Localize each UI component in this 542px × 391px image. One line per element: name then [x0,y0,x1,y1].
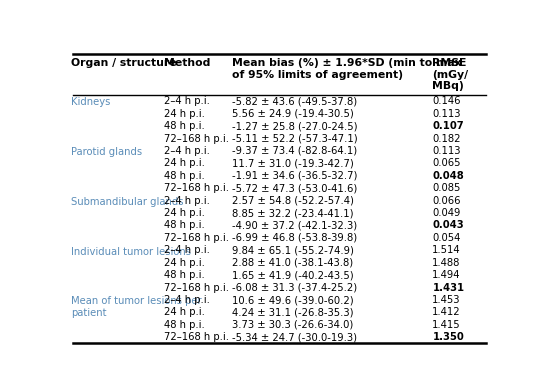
Text: 72–168 h p.i.: 72–168 h p.i. [164,183,229,193]
Text: 1.494: 1.494 [433,270,461,280]
Text: -4.90 ± 37.2 (-42.1-32.3): -4.90 ± 37.2 (-42.1-32.3) [231,221,357,230]
Text: Mean of tumor lesions per
patient: Mean of tumor lesions per patient [71,296,202,318]
Text: 8.85 ± 32.2 (-23.4-41.1): 8.85 ± 32.2 (-23.4-41.1) [231,208,353,218]
Text: 1.453: 1.453 [433,295,461,305]
Text: 1.350: 1.350 [433,332,464,342]
Text: 0.182: 0.182 [433,134,461,143]
Text: -5.72 ± 47.3 (-53.0-41.6): -5.72 ± 47.3 (-53.0-41.6) [231,183,357,193]
Text: 0.107: 0.107 [433,121,464,131]
Text: 2–4 h p.i.: 2–4 h p.i. [164,196,209,206]
Text: Kidneys: Kidneys [71,97,111,108]
Text: 24 h p.i.: 24 h p.i. [164,158,204,169]
Text: 2–4 h p.i.: 2–4 h p.i. [164,245,209,255]
Text: 9.84 ± 65.1 (-55.2-74.9): 9.84 ± 65.1 (-55.2-74.9) [231,245,353,255]
Text: 2–4 h p.i.: 2–4 h p.i. [164,295,209,305]
Text: 24 h p.i.: 24 h p.i. [164,258,204,268]
Text: 4.24 ± 31.1 (-26.8-35.3): 4.24 ± 31.1 (-26.8-35.3) [231,307,353,317]
Text: 24 h p.i.: 24 h p.i. [164,307,204,317]
Text: 0.085: 0.085 [433,183,461,193]
Text: 72–168 h p.i.: 72–168 h p.i. [164,283,229,292]
Text: 1.65 ± 41.9 (-40.2-43.5): 1.65 ± 41.9 (-40.2-43.5) [231,270,353,280]
Text: 1.431: 1.431 [433,283,464,292]
Text: 0.113: 0.113 [433,109,461,119]
Text: 10.6 ± 49.6 (-39.0-60.2): 10.6 ± 49.6 (-39.0-60.2) [231,295,353,305]
Text: 5.56 ± 24.9 (-19.4-30.5): 5.56 ± 24.9 (-19.4-30.5) [231,109,353,119]
Text: 48 h p.i.: 48 h p.i. [164,320,204,330]
Text: 0.146: 0.146 [433,96,461,106]
Text: Parotid glands: Parotid glands [71,147,142,157]
Text: 11.7 ± 31.0 (-19.3-42.7): 11.7 ± 31.0 (-19.3-42.7) [231,158,353,169]
Text: RMSE
(mGy/
MBq): RMSE (mGy/ MBq) [433,58,468,91]
Text: 1.412: 1.412 [433,307,461,317]
Text: Mean bias (%) ± 1.96*SD (min to max
of 95% limits of agreement): Mean bias (%) ± 1.96*SD (min to max of 9… [231,58,461,80]
Text: 0.113: 0.113 [433,146,461,156]
Text: -5.11 ± 52.2 (-57.3-47.1): -5.11 ± 52.2 (-57.3-47.1) [231,134,357,143]
Text: -5.34 ± 24.7 (-30.0-19.3): -5.34 ± 24.7 (-30.0-19.3) [231,332,357,342]
Text: 0.043: 0.043 [433,221,464,230]
Text: -6.99 ± 46.8 (-53.8-39.8): -6.99 ± 46.8 (-53.8-39.8) [231,233,357,243]
Text: 24 h p.i.: 24 h p.i. [164,109,204,119]
Text: -6.08 ± 31.3 (-37.4-25.2): -6.08 ± 31.3 (-37.4-25.2) [231,283,357,292]
Text: -1.91 ± 34.6 (-36.5-32.7): -1.91 ± 34.6 (-36.5-32.7) [231,171,357,181]
Text: Method: Method [164,58,210,68]
Text: 24 h p.i.: 24 h p.i. [164,208,204,218]
Text: 48 h p.i.: 48 h p.i. [164,171,204,181]
Text: 0.054: 0.054 [433,233,461,243]
Text: 0.065: 0.065 [433,158,461,169]
Text: -5.82 ± 43.6 (-49.5-37.8): -5.82 ± 43.6 (-49.5-37.8) [231,96,357,106]
Text: 2.57 ± 54.8 (-52.2-57.4): 2.57 ± 54.8 (-52.2-57.4) [231,196,353,206]
Text: 72–168 h p.i.: 72–168 h p.i. [164,233,229,243]
Text: 2.88 ± 41.0 (-38.1-43.8): 2.88 ± 41.0 (-38.1-43.8) [231,258,353,268]
Text: 72–168 h p.i.: 72–168 h p.i. [164,134,229,143]
Text: Submandibular glands: Submandibular glands [71,197,184,207]
Text: 2–4 h p.i.: 2–4 h p.i. [164,146,209,156]
Text: -9.37 ± 73.4 (-82.8-64.1): -9.37 ± 73.4 (-82.8-64.1) [231,146,357,156]
Text: Organ / structure: Organ / structure [71,58,177,68]
Text: 1.488: 1.488 [433,258,461,268]
Text: 48 h p.i.: 48 h p.i. [164,221,204,230]
Text: 0.066: 0.066 [433,196,461,206]
Text: 0.048: 0.048 [433,171,464,181]
Text: 72–168 h p.i.: 72–168 h p.i. [164,332,229,342]
Text: -1.27 ± 25.8 (-27.0-24.5): -1.27 ± 25.8 (-27.0-24.5) [231,121,357,131]
Text: Individual tumor lesions: Individual tumor lesions [71,247,191,256]
Text: 1.514: 1.514 [433,245,461,255]
Text: 48 h p.i.: 48 h p.i. [164,121,204,131]
Text: 3.73 ± 30.3 (-26.6-34.0): 3.73 ± 30.3 (-26.6-34.0) [231,320,353,330]
Text: 2–4 h p.i.: 2–4 h p.i. [164,96,209,106]
Text: 0.049: 0.049 [433,208,461,218]
Text: 1.415: 1.415 [433,320,461,330]
Text: 48 h p.i.: 48 h p.i. [164,270,204,280]
